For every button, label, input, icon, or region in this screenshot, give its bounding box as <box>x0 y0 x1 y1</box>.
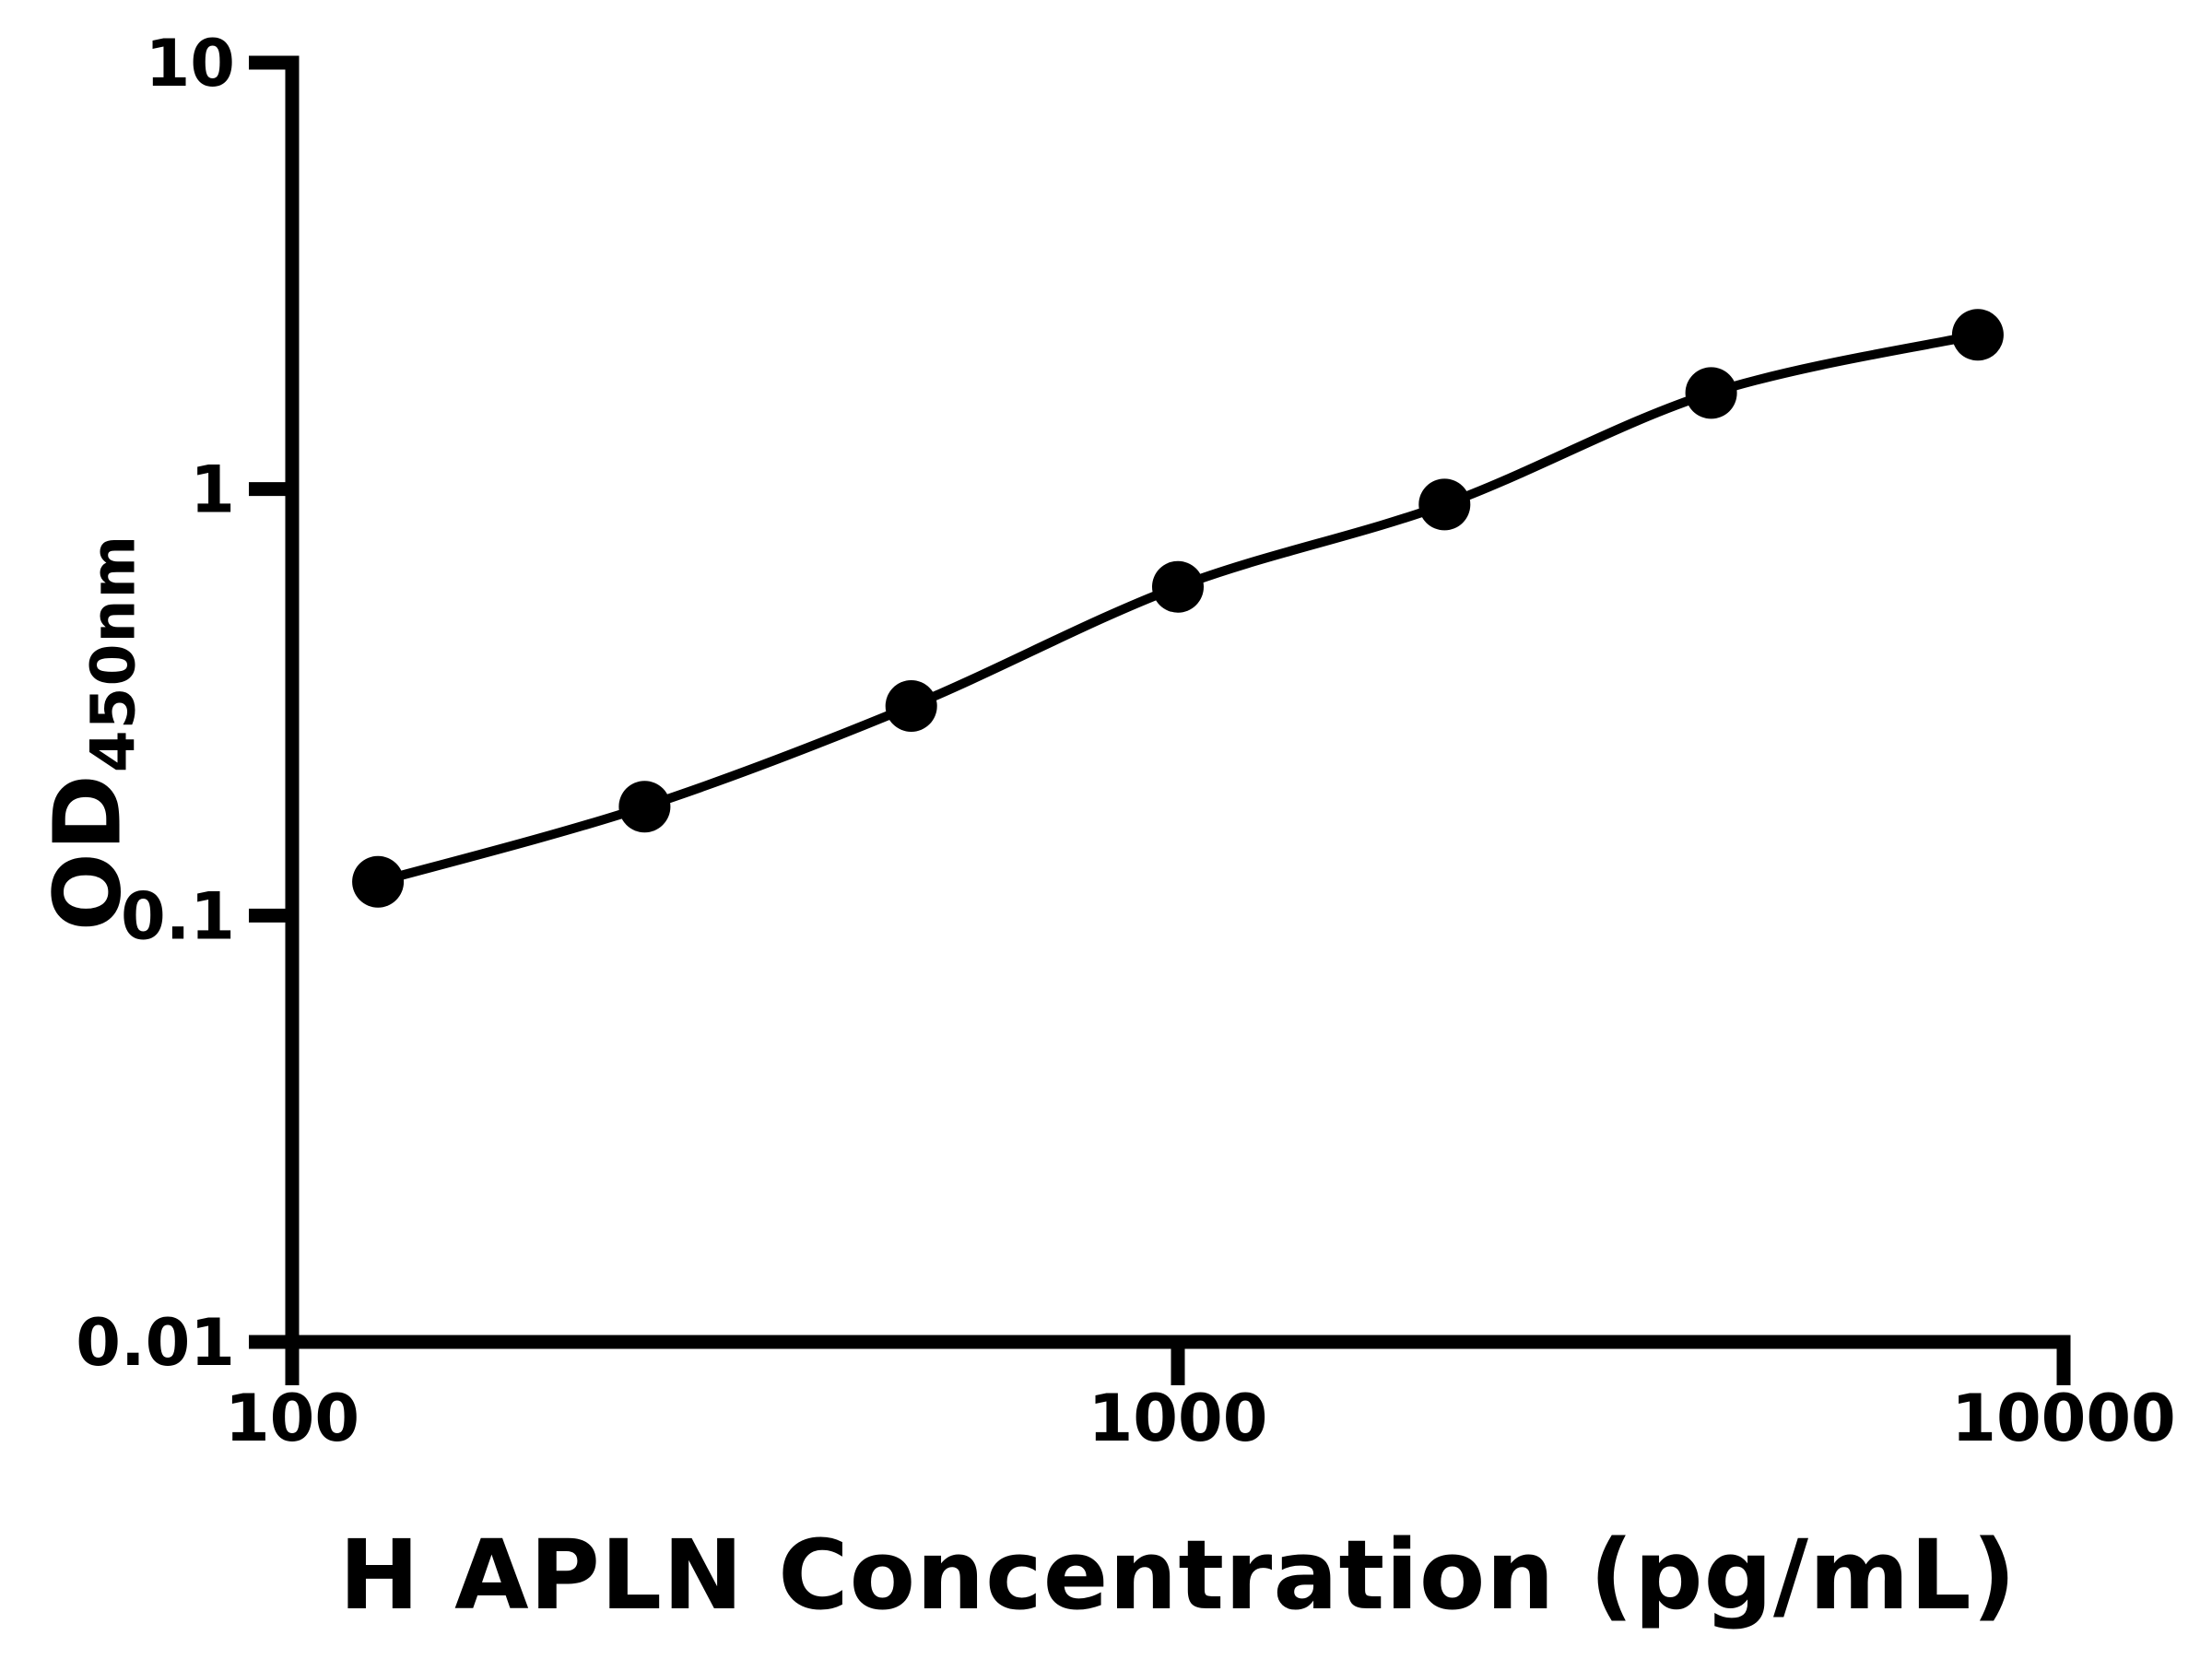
y-axis-title-subscript: 450nm <box>77 534 149 773</box>
y-axis-title-main: OD <box>33 772 142 932</box>
data-point <box>1418 478 1471 531</box>
x-tick-label: 100 <box>225 1381 359 1456</box>
data-point <box>885 680 937 732</box>
data-point <box>352 855 405 908</box>
data-point <box>1152 560 1204 613</box>
x-axis-title: H APLN Concentration (pg/mL) <box>338 1519 2018 1631</box>
y-axis-title: OD450nm <box>33 535 149 932</box>
y-tick-label: 0.01 <box>76 1305 235 1381</box>
y-tick-label: 0.1 <box>121 878 235 954</box>
x-tick-label: 10000 <box>1951 1381 2176 1456</box>
data-point <box>618 781 671 833</box>
y-tick-label: 1 <box>190 453 235 528</box>
y-tick-label: 10 <box>146 26 235 101</box>
data-point <box>1951 309 2004 361</box>
data-point <box>1685 367 1737 419</box>
x-tick-label: 1000 <box>1088 1381 1268 1456</box>
